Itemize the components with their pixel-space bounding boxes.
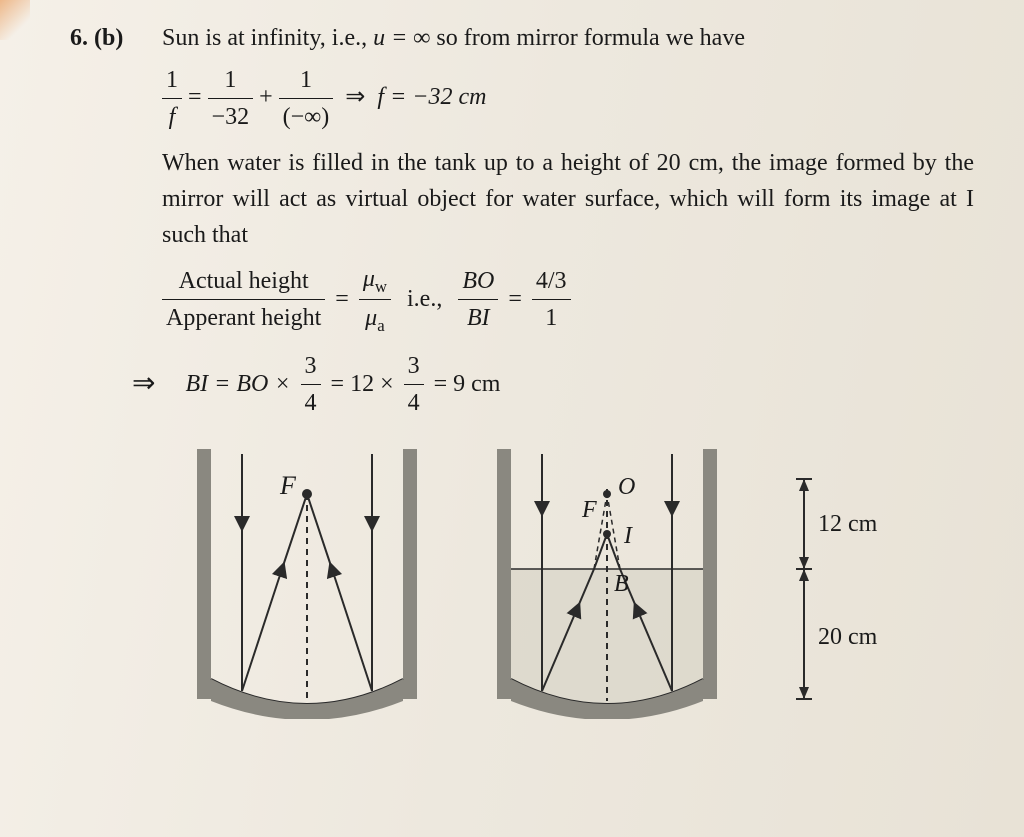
intro-tail: so from mirror formula we have bbox=[430, 25, 745, 51]
eq1-lhs-num: 1 bbox=[162, 62, 182, 99]
eq3-implies: ⇒ bbox=[132, 363, 155, 405]
diagram-right: F O I B bbox=[482, 439, 742, 719]
eq1-t1d: −32 bbox=[208, 99, 254, 135]
eq1-implies: ⇒ bbox=[345, 84, 365, 110]
eq2-r-den: BI bbox=[467, 305, 490, 331]
eq3-f2n: 3 bbox=[404, 348, 424, 385]
label-F-right: F bbox=[581, 497, 597, 523]
eq2-mid-num: μw bbox=[359, 261, 391, 300]
eq1-result: f f = −32 cm= −32 cm bbox=[377, 84, 486, 110]
dim-12cm: 12 cm bbox=[818, 511, 878, 537]
eq1-t1n: 1 bbox=[208, 62, 254, 99]
eq3-f2d: 4 bbox=[404, 385, 424, 421]
label-B: B bbox=[614, 571, 629, 597]
eq1-t2n: 1 bbox=[279, 62, 334, 99]
eq2-lhs-num: Actual height bbox=[162, 263, 325, 300]
eq2-rr-den: 1 bbox=[532, 300, 571, 336]
eq2-mid-den: μa bbox=[359, 300, 391, 338]
eq2-rr-num: 4/3 bbox=[532, 263, 571, 300]
diagram-left: F bbox=[182, 439, 432, 719]
dimension-markers: 12 cm 20 cm bbox=[792, 439, 902, 719]
dim-20cm: 20 cm bbox=[818, 624, 878, 650]
eq2-r-num: BO bbox=[462, 268, 494, 294]
eq3-f1d: 4 bbox=[301, 385, 321, 421]
equation-1: 1f = 1−32 + 1(−∞) ⇒ f f = −32 cm= −32 cm bbox=[162, 62, 974, 135]
diagram-row: F bbox=[182, 439, 974, 719]
equation-3: ⇒ BI = BO × 34 = 12 × 34 = 9 cm bbox=[132, 348, 974, 421]
eq3-mid: = 12 × bbox=[331, 366, 394, 402]
equation-2: Actual heightApperant height = μwμa i.e.… bbox=[162, 261, 974, 338]
eq3-f1n: 3 bbox=[301, 348, 321, 385]
eq2-ie: i.e., bbox=[407, 281, 442, 317]
label-O: O bbox=[618, 474, 635, 500]
eq3-lead: BI = BO × bbox=[185, 366, 290, 402]
eq1-lhs-den: f bbox=[169, 104, 176, 130]
eq1-plus: + bbox=[259, 84, 273, 110]
eq2-lhs-den: Apperant height bbox=[162, 300, 325, 336]
label-I: I bbox=[623, 523, 633, 549]
eq1-eq: = bbox=[188, 84, 202, 110]
intro-text: Sun is at infinity, i.e., bbox=[162, 25, 373, 51]
eq1-t2d: (−∞) bbox=[279, 99, 334, 135]
intro-math: u = ∞ bbox=[373, 25, 430, 51]
eq2-eq: = bbox=[335, 281, 349, 317]
label-F-left: F bbox=[279, 471, 297, 500]
intro-line: Sun is at infinity, i.e., u = ∞ so from … bbox=[162, 20, 974, 56]
eq3-tail: = 9 cm bbox=[434, 366, 501, 402]
paragraph-2: When water is filled in the tank up to a… bbox=[162, 145, 974, 253]
eq2-eq2: = bbox=[508, 281, 522, 317]
